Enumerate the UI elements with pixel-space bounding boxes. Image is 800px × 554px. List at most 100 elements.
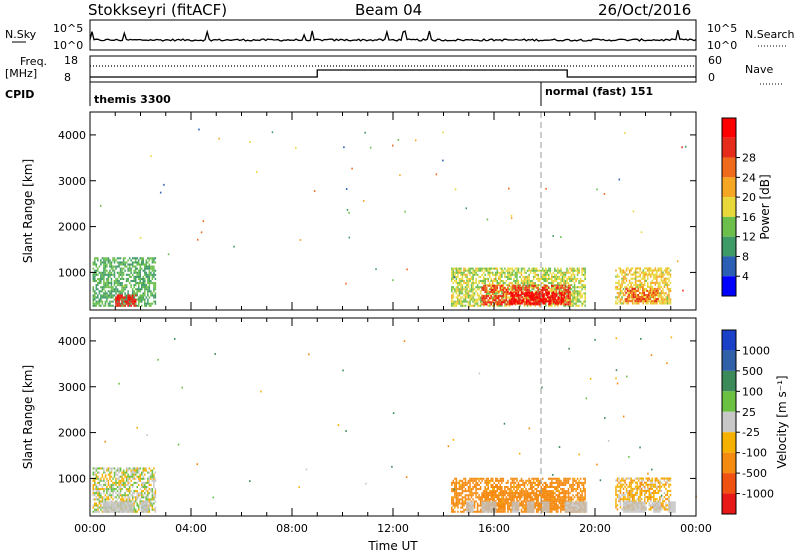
cell-velocity-0 bbox=[130, 473, 132, 476]
cell-power-6 bbox=[629, 291, 632, 294]
cell-velocity-2 bbox=[501, 504, 503, 507]
cell-power-2 bbox=[572, 298, 574, 301]
cell-power-3 bbox=[569, 301, 571, 304]
cell-power-2 bbox=[475, 302, 477, 305]
cell-velocity-0 bbox=[95, 492, 98, 495]
cell-velocity-2 bbox=[504, 506, 506, 509]
cell-power-2 bbox=[555, 273, 558, 276]
cell-velocity-1 bbox=[525, 492, 527, 495]
cell-power-2 bbox=[455, 296, 458, 299]
cell-velocity-1 bbox=[520, 500, 523, 503]
cell-velocity-2 bbox=[529, 491, 532, 494]
cell-power-1 bbox=[116, 294, 119, 297]
cell-power-5 bbox=[666, 294, 669, 297]
cell-velocity-2 bbox=[549, 500, 552, 503]
cell-power-0 bbox=[101, 273, 104, 276]
cell-power-2 bbox=[523, 284, 526, 287]
scatter-cell-power bbox=[442, 159, 444, 162]
cell-power-0 bbox=[128, 263, 131, 266]
cell-power-0 bbox=[95, 279, 98, 283]
cell-velocity-1 bbox=[469, 498, 471, 501]
cell-power-2 bbox=[566, 271, 568, 274]
cell-velocity-0 bbox=[147, 496, 149, 499]
cell-power-0 bbox=[122, 267, 125, 270]
cell-power-5 bbox=[662, 281, 664, 284]
cell-velocity-1 bbox=[525, 490, 527, 493]
cell-power-3 bbox=[517, 284, 520, 287]
cell-velocity-0 bbox=[121, 477, 123, 480]
cell-power-2 bbox=[561, 302, 564, 305]
cell-power-0 bbox=[107, 296, 110, 299]
cell-velocity-0 bbox=[153, 496, 155, 499]
cell-power-0 bbox=[153, 275, 155, 278]
cell-power-0 bbox=[139, 263, 142, 266]
cell-power-2 bbox=[581, 267, 583, 270]
cell-power-5 bbox=[628, 285, 631, 288]
cell-power-0 bbox=[94, 261, 96, 264]
cell-velocity-0 bbox=[125, 483, 128, 486]
cell-power-5 bbox=[659, 300, 661, 303]
cell-power-0 bbox=[110, 294, 113, 297]
cell-power-2 bbox=[564, 271, 567, 274]
cell-velocity-0 bbox=[153, 494, 155, 497]
cell-velocity-3 bbox=[615, 485, 617, 488]
cell-power-3 bbox=[485, 290, 488, 294]
cell-power-0 bbox=[147, 294, 149, 297]
cell-power-5 bbox=[637, 271, 640, 274]
cell-power-0 bbox=[94, 275, 96, 278]
cell-power-5 bbox=[669, 275, 672, 278]
cell-power-4 bbox=[553, 298, 555, 301]
cell-power-3 bbox=[535, 301, 538, 304]
cell-velocity-0 bbox=[103, 467, 105, 470]
cell-power-2 bbox=[526, 304, 529, 307]
cell-power-0 bbox=[95, 265, 98, 268]
cell-velocity-2 bbox=[534, 504, 536, 507]
cell-power-2 bbox=[534, 304, 536, 307]
cell-velocity-1 bbox=[526, 483, 529, 486]
cell-power-2 bbox=[488, 282, 491, 285]
colorbar-swatch bbox=[722, 197, 736, 217]
cell-power-0 bbox=[104, 294, 107, 297]
cell-power-0 bbox=[145, 259, 148, 262]
cell-velocity-1 bbox=[502, 490, 505, 493]
cell-velocity-0 bbox=[110, 488, 113, 491]
cell-velocity-0 bbox=[148, 488, 151, 491]
cell-velocity-0 bbox=[122, 479, 125, 482]
cell-power-2 bbox=[455, 288, 458, 291]
cell-power-2 bbox=[581, 294, 583, 297]
cell-velocity-1 bbox=[557, 488, 559, 491]
cell-power-2 bbox=[532, 282, 535, 285]
cell-power-5 bbox=[668, 296, 670, 299]
cell-velocity-1 bbox=[491, 485, 494, 489]
cell-power-0 bbox=[109, 286, 111, 289]
cell-velocity-1 bbox=[531, 485, 533, 489]
cell-power-6 bbox=[634, 300, 636, 303]
cell-velocity-0 bbox=[92, 506, 95, 509]
cell-velocity-1 bbox=[452, 502, 455, 505]
cell-power-3 bbox=[516, 288, 518, 291]
cell-power-2 bbox=[476, 273, 479, 276]
cell-power-2 bbox=[552, 282, 555, 285]
cell-power-2 bbox=[491, 279, 494, 283]
cell-velocity-0 bbox=[147, 471, 149, 474]
cell-power-0 bbox=[92, 286, 95, 289]
cell-power-3 bbox=[563, 286, 565, 289]
cell-power-5 bbox=[634, 302, 637, 305]
cell-velocity-1 bbox=[469, 485, 471, 489]
cell-power-2 bbox=[557, 282, 559, 285]
cell-velocity-0 bbox=[98, 494, 101, 497]
cell-power-3 bbox=[490, 286, 492, 289]
cell-velocity-0 bbox=[133, 471, 135, 474]
cell-power-3 bbox=[537, 299, 539, 302]
cell-velocity-0 bbox=[147, 481, 149, 484]
cell-velocity-0 bbox=[95, 485, 98, 489]
cell-power-2 bbox=[554, 273, 556, 276]
cell-power-2 bbox=[569, 304, 571, 307]
cell-power-0 bbox=[141, 304, 143, 307]
cell-velocity-2 bbox=[555, 500, 558, 503]
cell-power-5 bbox=[657, 283, 660, 286]
cell-power-0 bbox=[134, 265, 137, 268]
cell-velocity-1 bbox=[473, 483, 476, 486]
cell-velocity-0 bbox=[154, 508, 157, 511]
cell-velocity-0 bbox=[151, 490, 154, 493]
